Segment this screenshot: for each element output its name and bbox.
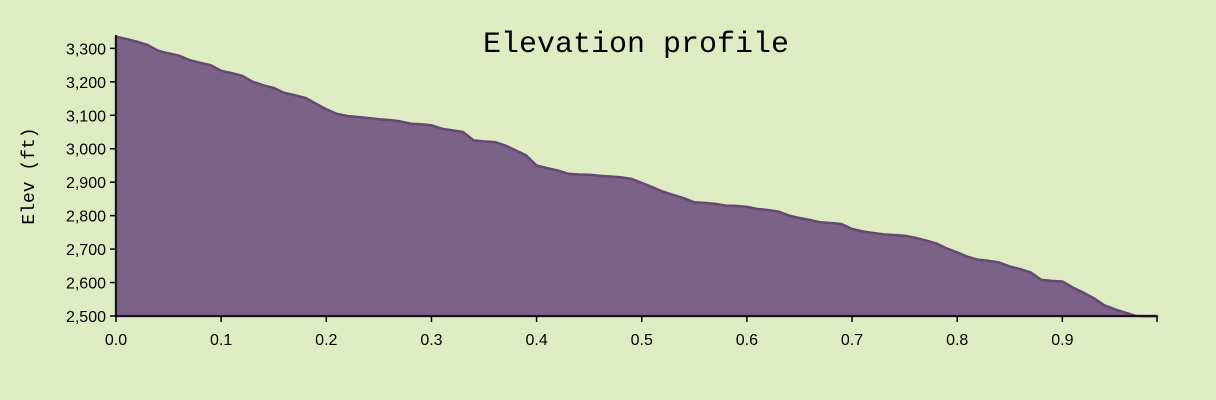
y-tick-label: 2,500 — [66, 309, 106, 326]
x-tick-label: 0.2 — [315, 332, 337, 349]
x-tick-label: 0.3 — [420, 332, 442, 349]
x-tick-label: 0.8 — [946, 332, 968, 349]
y-tick-label: 3,300 — [66, 41, 106, 58]
y-tick-label: 2,600 — [66, 276, 106, 293]
x-tick-label: 0.5 — [631, 332, 653, 349]
x-axis-ticks: 0.0 0.1 0.2 0.3 0.4 0.5 0.6 0.7 0.8 0.9 — [105, 316, 1158, 349]
y-tick-label: 2,900 — [66, 175, 106, 192]
y-tick-label: 3,100 — [66, 108, 106, 125]
y-tick-label: 3,200 — [66, 75, 106, 92]
elevation-area — [114, 35, 1159, 318]
x-tick-label: 0.9 — [1051, 332, 1073, 349]
x-tick-label: 0.0 — [105, 332, 127, 349]
x-tick-label: 0.4 — [525, 332, 547, 349]
y-axis-ticks: 2,500 2,600 2,700 2,800 2,900 3,000 3,100 3,200… — [66, 41, 116, 326]
chart-title: Elevation profile — [483, 28, 789, 62]
y-axis-label: Elev (ft) — [20, 127, 40, 224]
x-tick-label: 0.6 — [736, 332, 758, 349]
y-tick-label: 3,000 — [66, 142, 106, 159]
y-tick-label: 2,800 — [66, 209, 106, 226]
x-tick-label: 0.7 — [841, 332, 863, 349]
x-tick-label: 0.1 — [210, 332, 232, 349]
y-tick-label: 2,700 — [66, 242, 106, 259]
